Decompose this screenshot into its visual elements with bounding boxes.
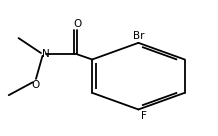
Text: O: O bbox=[32, 80, 40, 90]
Text: O: O bbox=[73, 18, 82, 29]
Text: F: F bbox=[141, 111, 146, 121]
Text: Br: Br bbox=[133, 31, 144, 41]
Text: N: N bbox=[42, 49, 50, 59]
